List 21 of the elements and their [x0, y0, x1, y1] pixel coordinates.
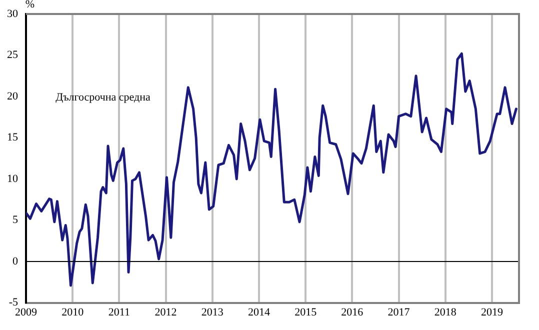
x-tick-label: 2018 — [434, 306, 457, 318]
x-tick-label: 2010 — [62, 306, 84, 318]
x-tick-label: 2015 — [294, 306, 318, 318]
annotation: Дългосрочна средна — [56, 92, 151, 104]
x-tick-label: 2017 — [388, 306, 410, 318]
x-tick-label: 2009 — [15, 306, 38, 318]
x-tick-label: 2011 — [108, 306, 130, 318]
y-tick-label: 15 — [7, 132, 18, 144]
y-tick-label: 5 — [12, 214, 18, 226]
y-tick-label: 10 — [7, 172, 18, 185]
y-tick-label: 25 — [7, 49, 18, 62]
y-tick-label: 30 — [7, 8, 18, 20]
x-tick-label: 2016 — [341, 306, 364, 318]
y-tick-label: 20 — [7, 90, 18, 102]
y-tick-label: 0 — [12, 255, 18, 268]
y-tick-label: -5 — [8, 296, 18, 309]
x-tick-label: 2012 — [154, 306, 177, 318]
x-tick-label: 2019 — [480, 306, 504, 318]
x-tick-label: 2014 — [248, 306, 270, 318]
y-axis-title: % — [25, 0, 35, 10]
x-tick-label: 2013 — [201, 306, 224, 318]
